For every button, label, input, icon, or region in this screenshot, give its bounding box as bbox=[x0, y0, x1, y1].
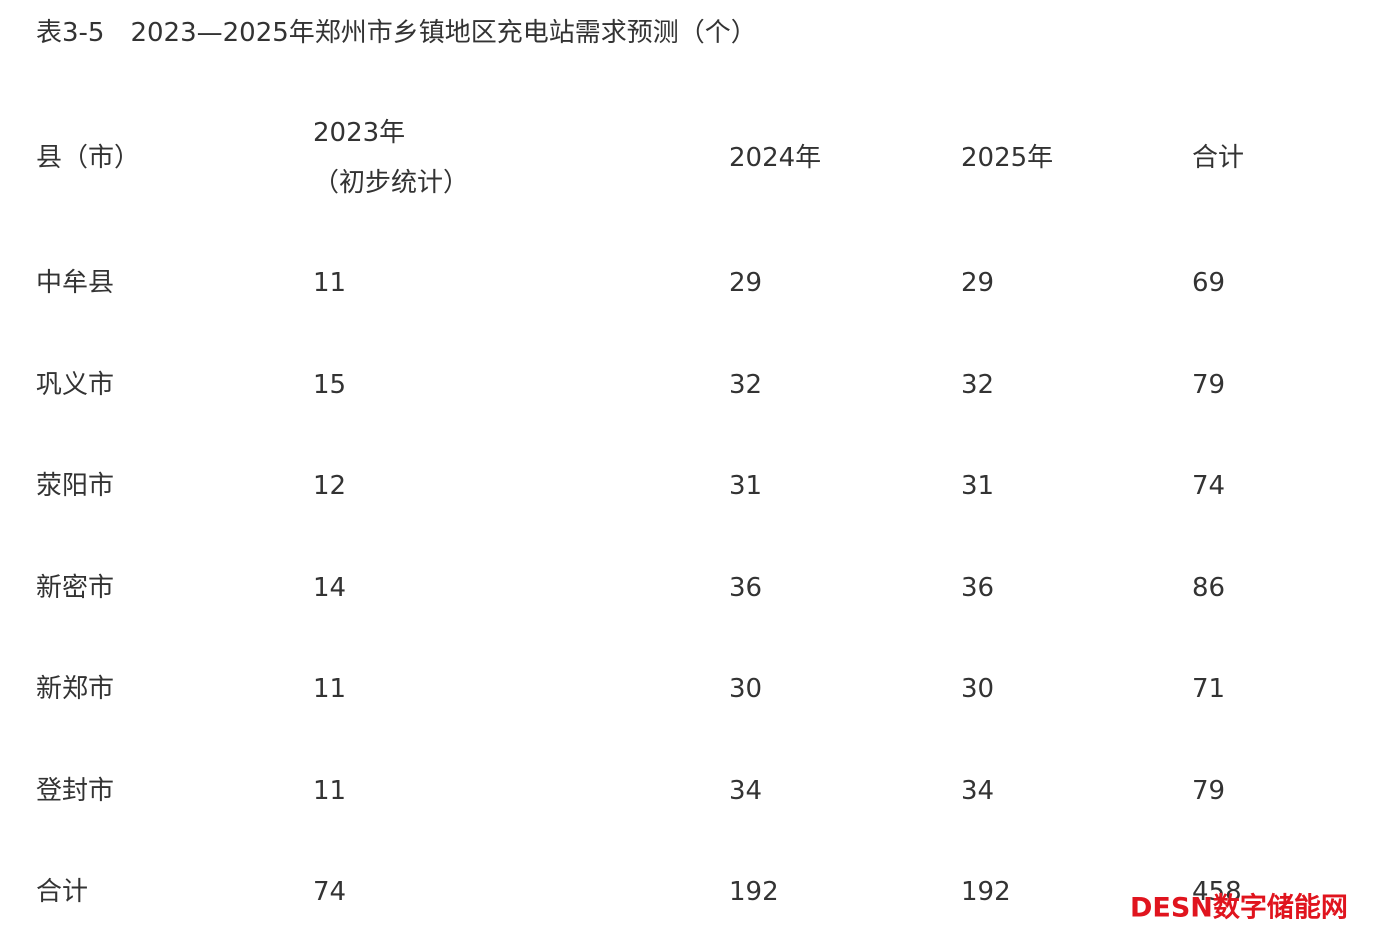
header-cell: 县（市） bbox=[36, 143, 141, 173]
row-label: 巩义市 bbox=[36, 369, 115, 400]
table-cell: 29 bbox=[729, 268, 763, 298]
header-cell: （初步统计） bbox=[313, 168, 470, 198]
table-cell: 69 bbox=[1192, 268, 1226, 298]
table-cell: 74 bbox=[313, 877, 347, 907]
row-label: 合计 bbox=[36, 877, 89, 907]
table-cell: 32 bbox=[961, 369, 995, 400]
table-cell: 29 bbox=[961, 268, 995, 298]
table-cell: 192 bbox=[961, 877, 1011, 907]
row-label: 中牟县 bbox=[36, 268, 115, 298]
table-cell: 79 bbox=[1192, 775, 1226, 806]
table-title: 表3-5 2023—2025年郑州市乡镇地区充电站需求预测（个） bbox=[36, 18, 757, 48]
table-cell: 458 bbox=[1192, 877, 1242, 907]
row-label: 新密市 bbox=[36, 572, 115, 603]
header-cell: 2024年 bbox=[729, 143, 822, 173]
watermark: DESN数字储能网 bbox=[1130, 892, 1348, 924]
table-cell: 34 bbox=[729, 775, 763, 806]
table-cell: 36 bbox=[729, 572, 763, 603]
table-cell: 34 bbox=[961, 775, 995, 806]
table-cell: 32 bbox=[729, 369, 763, 400]
table-cell: 31 bbox=[729, 471, 763, 501]
table-cell: 30 bbox=[729, 674, 763, 704]
header-cell: 2025年 bbox=[961, 143, 1054, 173]
table-cell: 192 bbox=[729, 877, 779, 907]
table-cell: 86 bbox=[1192, 572, 1226, 603]
row-label: 荥阳市 bbox=[36, 471, 115, 501]
header-cell: 2023年 bbox=[313, 118, 406, 148]
table-cell: 74 bbox=[1192, 471, 1226, 501]
table-cell: 11 bbox=[313, 268, 347, 298]
table-cell: 79 bbox=[1192, 369, 1226, 400]
table-cell: 36 bbox=[961, 572, 995, 603]
table-cell: 30 bbox=[961, 674, 995, 704]
table-cell: 71 bbox=[1192, 674, 1226, 704]
table-cell: 14 bbox=[313, 572, 347, 603]
table-cell: 12 bbox=[313, 471, 347, 501]
table-cell: 11 bbox=[313, 775, 347, 806]
row-label: 新郑市 bbox=[36, 674, 115, 704]
table-cell: 15 bbox=[313, 369, 347, 400]
header-cell: 合计 bbox=[1192, 143, 1245, 173]
table-cell: 11 bbox=[313, 674, 347, 704]
row-label: 登封市 bbox=[36, 775, 115, 806]
table-cell: 31 bbox=[961, 471, 995, 501]
